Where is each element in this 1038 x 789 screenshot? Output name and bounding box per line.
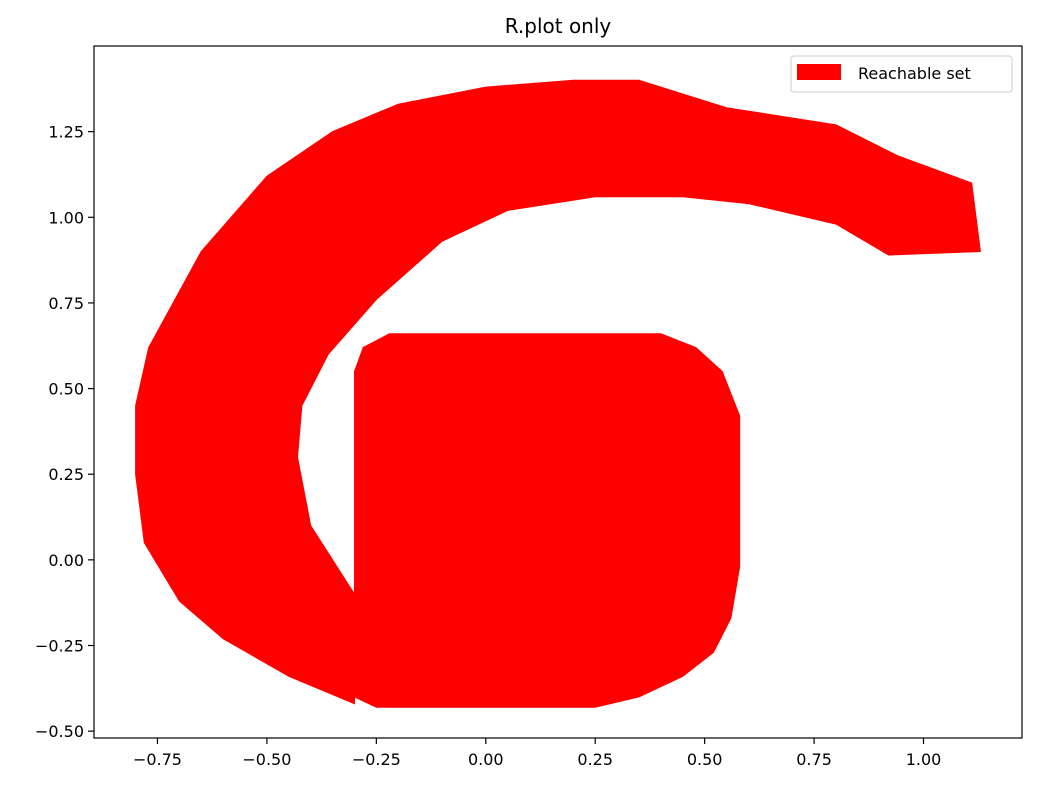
- reachable-set-region-outer-spiral-arm: [135, 79, 981, 705]
- plot-frame: [93, 45, 1023, 739]
- x-tick-label: 0.00: [468, 750, 504, 769]
- y-tick-label: 0.50: [48, 380, 84, 399]
- x-tick-label: 0.50: [687, 750, 723, 769]
- y-tick-label: 1.25: [48, 123, 84, 142]
- legend-label-reachable-set: Reachable set: [858, 64, 971, 83]
- legend-box: [790, 55, 1013, 93]
- x-axis: −0.75 −0.50 −0.25 0.00 0.25 0.50 0.75 1.00: [133, 738, 941, 769]
- y-tick-label: −0.50: [35, 722, 84, 741]
- legend-swatch-reachable-set: [797, 64, 841, 80]
- y-tick-label: 1.00: [48, 208, 84, 227]
- x-tick-label: 1.00: [906, 750, 942, 769]
- legend: Reachable set: [790, 55, 1013, 93]
- y-tick-label: 0.75: [48, 294, 84, 313]
- y-axis: −0.50 −0.25 0.00 0.25 0.50 0.75 1.00 1.25: [35, 123, 94, 741]
- x-tick-label: 0.75: [796, 750, 832, 769]
- x-tick-label: −0.50: [242, 750, 291, 769]
- x-tick-label: −0.25: [352, 750, 401, 769]
- plot-data-layer: [135, 79, 981, 708]
- reachable-set-region-inner-rounded-block: [354, 333, 741, 708]
- x-tick-label: 0.25: [577, 750, 613, 769]
- x-tick-label: −0.75: [133, 750, 182, 769]
- y-tick-label: 0.25: [48, 465, 84, 484]
- chart-title: R.plot only: [505, 14, 612, 38]
- y-tick-label: −0.25: [35, 637, 84, 656]
- y-tick-label: 0.00: [48, 551, 84, 570]
